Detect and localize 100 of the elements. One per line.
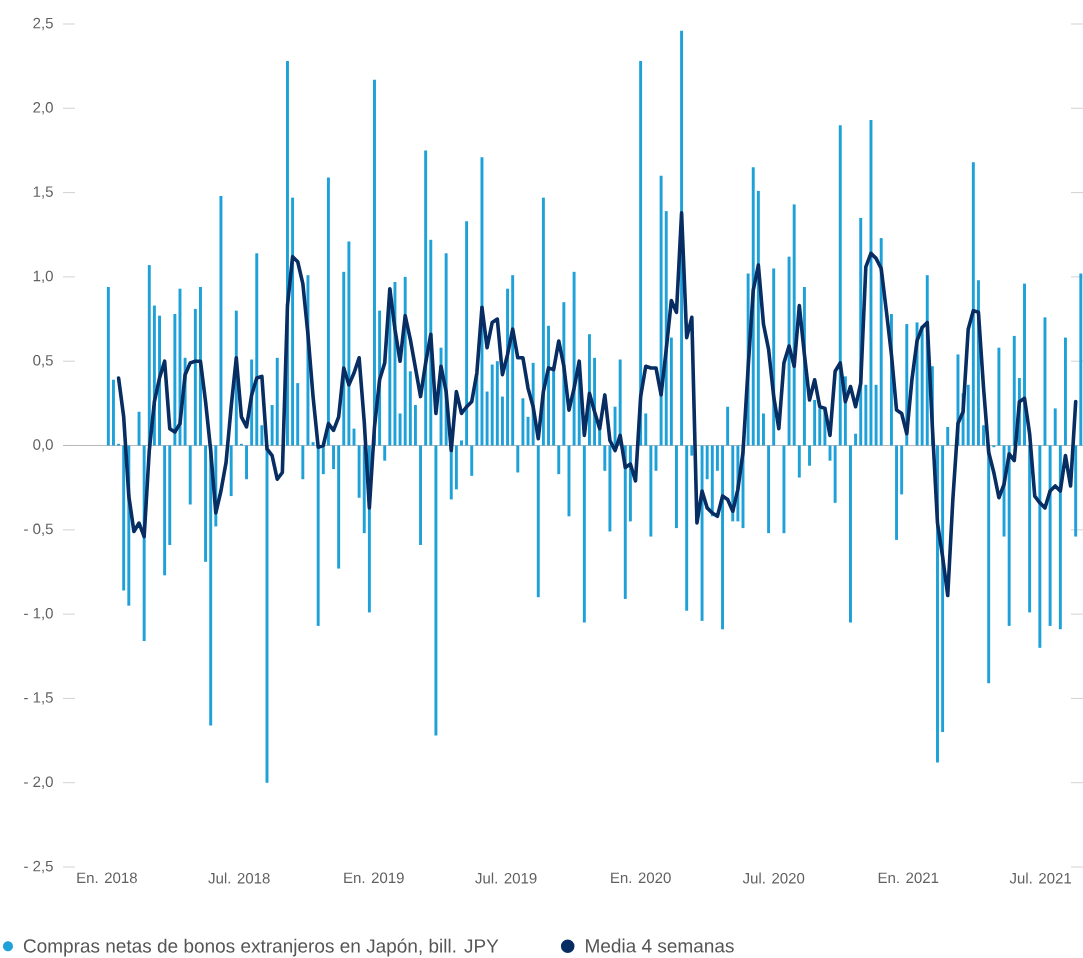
bar	[490, 364, 494, 446]
bar	[383, 445, 387, 461]
bar	[900, 445, 904, 495]
bar	[782, 445, 786, 534]
bar	[644, 413, 648, 446]
bar	[818, 408, 822, 446]
bar	[199, 287, 202, 446]
bar	[173, 313, 177, 446]
y-tick-label: - 2,0	[24, 776, 53, 789]
bar	[1012, 335, 1016, 446]
bar	[270, 405, 274, 446]
bar	[762, 413, 765, 446]
bar	[337, 445, 341, 569]
bar	[767, 445, 771, 534]
bar	[260, 425, 264, 446]
bar	[168, 445, 172, 545]
bar	[521, 398, 525, 446]
bar	[495, 361, 499, 446]
bar	[971, 162, 975, 446]
bar	[536, 445, 540, 598]
bar	[163, 445, 167, 576]
y-tick-label: 2,5	[33, 17, 53, 31]
bar	[193, 308, 197, 446]
x-tick-label: Jul. 2020	[742, 872, 805, 884]
bar	[1074, 445, 1078, 537]
bar	[204, 445, 208, 562]
bar	[895, 445, 899, 540]
bar	[454, 445, 458, 490]
bar	[603, 445, 607, 471]
bar	[1023, 283, 1026, 446]
bar	[296, 383, 300, 446]
bar	[219, 195, 223, 446]
bar	[849, 445, 852, 623]
bar	[111, 379, 115, 446]
bar	[1038, 445, 1042, 648]
x-tick-label: Jul. 2019	[475, 872, 537, 884]
bar	[700, 445, 704, 621]
bar	[424, 150, 428, 446]
bar	[347, 241, 351, 446]
bar	[838, 125, 842, 446]
bar	[864, 384, 868, 446]
bar	[721, 445, 724, 630]
line-series	[116, 211, 1078, 598]
bar	[500, 396, 504, 446]
bar	[516, 445, 520, 473]
bar	[808, 445, 811, 466]
bar	[311, 442, 315, 446]
bar	[398, 413, 402, 446]
bar	[966, 384, 970, 446]
bar	[1053, 408, 1057, 446]
bar	[690, 445, 694, 456]
bar	[255, 253, 259, 446]
x-tick-label: En. 2020	[611, 872, 671, 884]
bar	[326, 177, 330, 446]
bar	[874, 384, 878, 446]
x-tick-label: En. 2019	[344, 872, 404, 884]
bar	[787, 256, 791, 446]
bar	[946, 426, 950, 446]
bar	[997, 347, 1001, 446]
legend-label: Compras netas de bonos extranjeros en Japón, bill. JPY	[23, 938, 499, 957]
bar	[275, 357, 279, 446]
bar	[245, 445, 248, 480]
bar	[188, 445, 192, 505]
bar	[413, 405, 417, 446]
bar	[106, 287, 110, 446]
bar	[137, 411, 141, 446]
bar	[582, 445, 586, 623]
bar	[726, 406, 730, 446]
bar	[572, 271, 576, 446]
bar	[229, 445, 233, 497]
bar	[608, 445, 612, 532]
bar	[715, 445, 719, 471]
bar	[547, 325, 550, 446]
bar	[1058, 445, 1062, 630]
bar	[373, 79, 376, 446]
y-tick-label: - 2,5	[24, 860, 53, 874]
bar	[557, 445, 561, 475]
bar	[357, 445, 361, 498]
bar	[1079, 273, 1083, 446]
bar	[122, 445, 126, 591]
x-tick-label: En. 2018	[77, 872, 137, 884]
y-tick-label: 1,5	[33, 186, 53, 199]
legend-label: Media 4 semanas	[586, 938, 734, 953]
bar	[649, 445, 653, 537]
bar	[434, 445, 438, 736]
bar	[833, 445, 837, 503]
bar	[710, 445, 714, 517]
bar	[460, 440, 463, 446]
x-tick-label: Jul. 2021	[1009, 872, 1071, 884]
bar	[623, 445, 627, 599]
bar	[869, 120, 873, 446]
x-tick-label: Jul. 2018	[208, 872, 270, 884]
bar	[659, 175, 663, 446]
bar	[941, 445, 945, 733]
bar	[879, 238, 883, 446]
y-tick-label: - 0,5	[24, 523, 53, 536]
bar	[669, 337, 673, 446]
y-tick-label: 0,5	[33, 355, 53, 368]
bar	[291, 197, 295, 446]
bar	[1048, 445, 1052, 626]
